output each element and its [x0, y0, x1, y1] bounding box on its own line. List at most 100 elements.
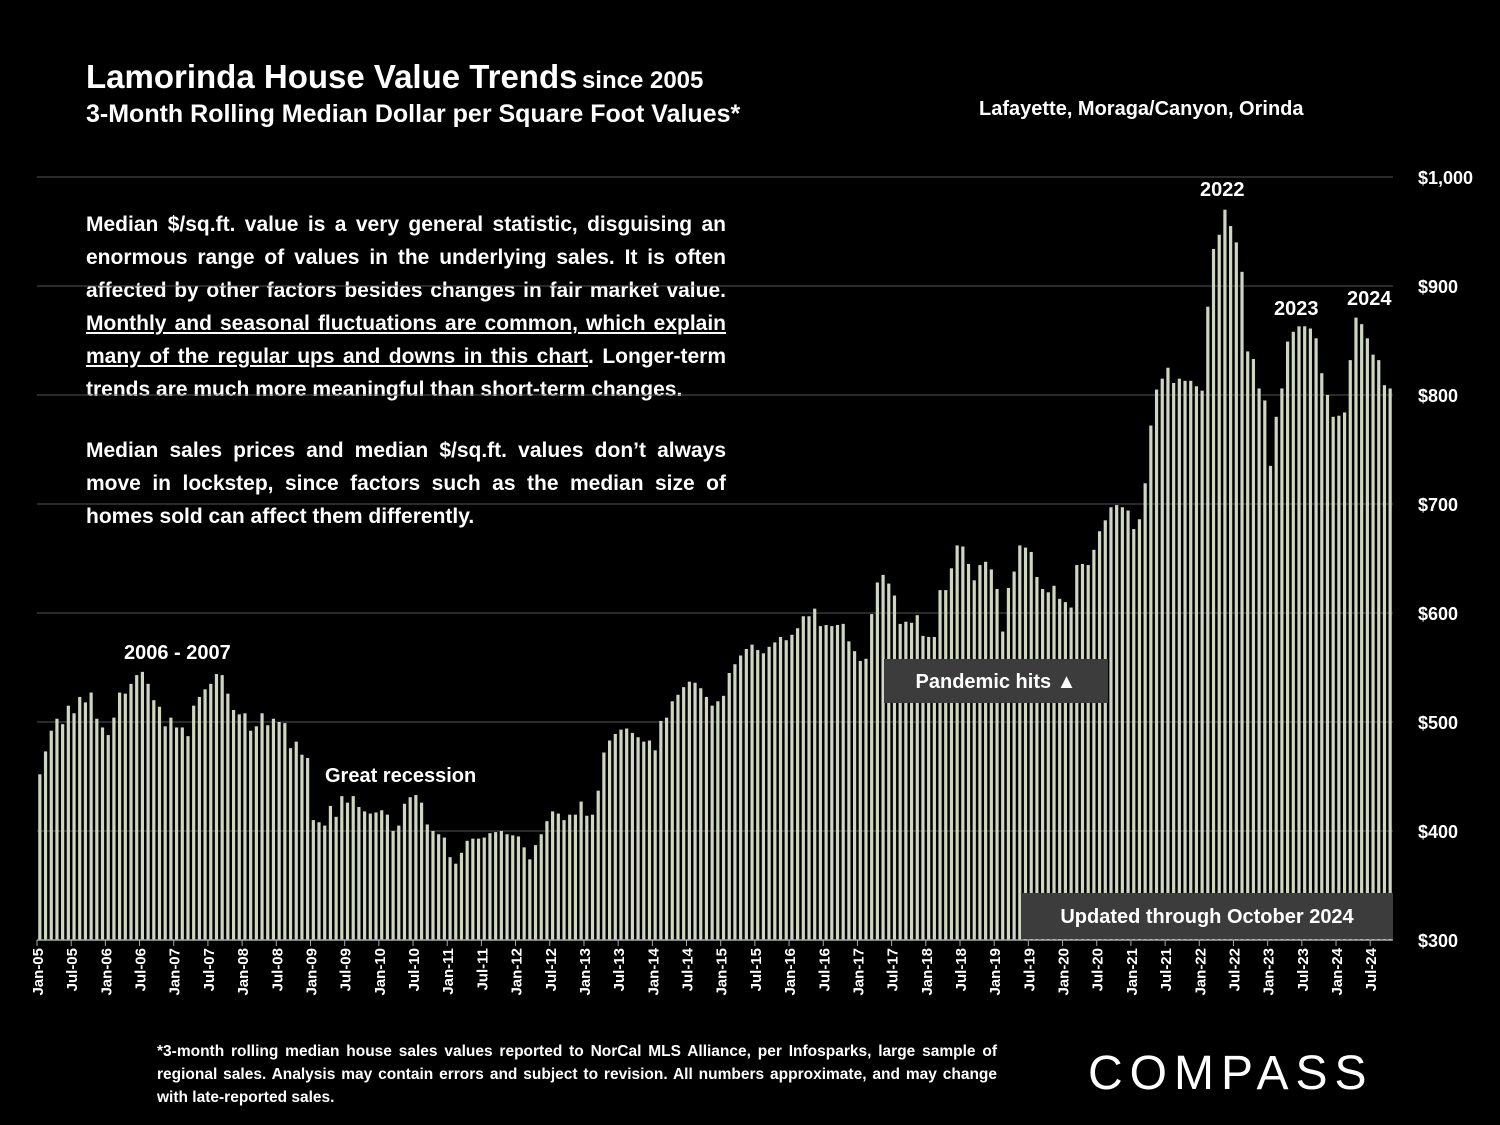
bar: [625, 728, 629, 940]
bar: [442, 837, 446, 940]
title-block: Lamorinda House Value Trends since 2005 …: [86, 58, 740, 129]
bar: [647, 740, 652, 940]
annotation-great-recession: Great recession: [325, 765, 476, 787]
bar: [756, 650, 760, 940]
x-tick-label: Jan-15: [714, 948, 731, 996]
bar: [579, 801, 583, 940]
x-tick-label: Jan-11: [440, 948, 457, 995]
x-tick-label: Jul-09: [338, 948, 355, 991]
bar: [1331, 416, 1335, 940]
title-since: since 2005: [581, 67, 704, 94]
note-1-underlined: Monthly and seasonal fluctuations are co…: [86, 312, 726, 368]
bar: [972, 580, 976, 940]
x-tick-label: Jul-23: [1295, 948, 1312, 991]
pandemic-box: [884, 659, 1108, 703]
bar: [1303, 326, 1307, 941]
bar: [431, 831, 435, 940]
y-tick-labels: $300 $400 $500 $600 $700 $800 $900 $1,000: [1418, 168, 1473, 951]
x-tick-label: Jan-13: [577, 948, 594, 996]
bar: [1217, 234, 1221, 940]
bar: [1103, 520, 1107, 940]
bar: [1029, 551, 1033, 940]
bar: [835, 624, 840, 940]
bar: [733, 664, 737, 940]
bar: [1126, 510, 1130, 940]
x-tick-label: Jan-21: [1124, 948, 1141, 996]
bar: [693, 682, 697, 940]
bar: [203, 689, 207, 940]
bar: [533, 845, 538, 940]
bar: [345, 802, 350, 940]
bar: [938, 590, 942, 940]
bar: [459, 852, 464, 940]
bar: [516, 836, 521, 940]
x-tick-label: Jul-14: [680, 947, 697, 991]
bar: [915, 615, 919, 940]
bar: [1268, 465, 1273, 940]
bar: [476, 838, 481, 940]
bar: [118, 692, 122, 940]
bar: [180, 727, 184, 940]
bar: [511, 835, 515, 940]
bar: [852, 651, 857, 940]
bar: [494, 832, 498, 940]
bar: [488, 833, 492, 940]
note-1-a: Median $/sq.ft. value is a very general …: [86, 213, 726, 302]
bar: [209, 683, 213, 940]
bar: [1274, 416, 1278, 940]
bar: [989, 569, 993, 940]
bar: [562, 820, 566, 940]
x-tick-label: Jul-08: [269, 948, 286, 991]
bar: [83, 702, 88, 940]
bar: [1360, 324, 1364, 940]
bar: [1291, 331, 1295, 940]
bar: [1154, 389, 1159, 940]
bar: [1132, 529, 1136, 940]
bar: [796, 628, 800, 940]
annotation-2023: 2023: [1274, 298, 1319, 320]
y-tick-label: $500: [1418, 713, 1458, 733]
x-tick-label: Jul-18: [953, 948, 970, 991]
bar: [391, 831, 395, 940]
bar: [1200, 390, 1204, 940]
bar: [1257, 388, 1261, 941]
bar: [1018, 545, 1022, 940]
bar: [402, 803, 407, 940]
bar: [38, 774, 42, 940]
bar: [721, 695, 726, 940]
bar: [129, 683, 133, 940]
bar: [106, 735, 110, 940]
x-tick-label: Jan-24: [1329, 947, 1346, 995]
chart-subtitle: 3-Month Rolling Median Dollar per Square…: [86, 100, 741, 128]
bar: [357, 807, 361, 940]
bar: [300, 754, 304, 940]
bar: [419, 802, 424, 940]
x-tick-label: Jul-16: [816, 948, 833, 991]
x-tick-label: Jan-09: [303, 948, 320, 996]
bar: [163, 726, 167, 940]
bar: [351, 796, 355, 940]
bar: [778, 636, 783, 940]
bar: [670, 701, 674, 940]
bar: [892, 595, 897, 940]
bar: [1109, 507, 1113, 940]
bar: [556, 813, 560, 940]
bar: [1046, 592, 1050, 940]
bar: [306, 757, 310, 940]
bar: [944, 590, 948, 940]
bar: [254, 726, 258, 940]
bar: [1297, 326, 1301, 941]
bar: [61, 724, 65, 940]
x-tick-label: Jan-19: [987, 948, 1004, 996]
bar: [1223, 209, 1227, 940]
y-tick-label: $600: [1418, 604, 1458, 624]
bar: [676, 694, 680, 940]
x-tick-label: Jul-17: [885, 948, 902, 991]
bar: [1206, 306, 1210, 941]
bar: [898, 623, 902, 940]
bar: [659, 720, 663, 940]
bars: [37, 209, 1393, 941]
bar: [72, 713, 76, 940]
bar: [226, 693, 230, 940]
